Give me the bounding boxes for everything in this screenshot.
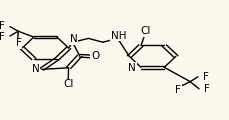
Text: Cl: Cl: [140, 26, 150, 36]
Text: F: F: [0, 32, 5, 42]
Text: Cl: Cl: [63, 79, 73, 89]
Text: F: F: [203, 84, 209, 94]
Text: F: F: [174, 85, 180, 95]
Text: NH: NH: [110, 31, 125, 41]
Text: F: F: [16, 38, 22, 48]
Text: N: N: [70, 34, 77, 44]
Text: F: F: [0, 21, 5, 31]
Text: F: F: [202, 72, 208, 82]
Text: N: N: [128, 63, 136, 73]
Text: O: O: [91, 51, 99, 61]
Text: N: N: [32, 64, 40, 74]
